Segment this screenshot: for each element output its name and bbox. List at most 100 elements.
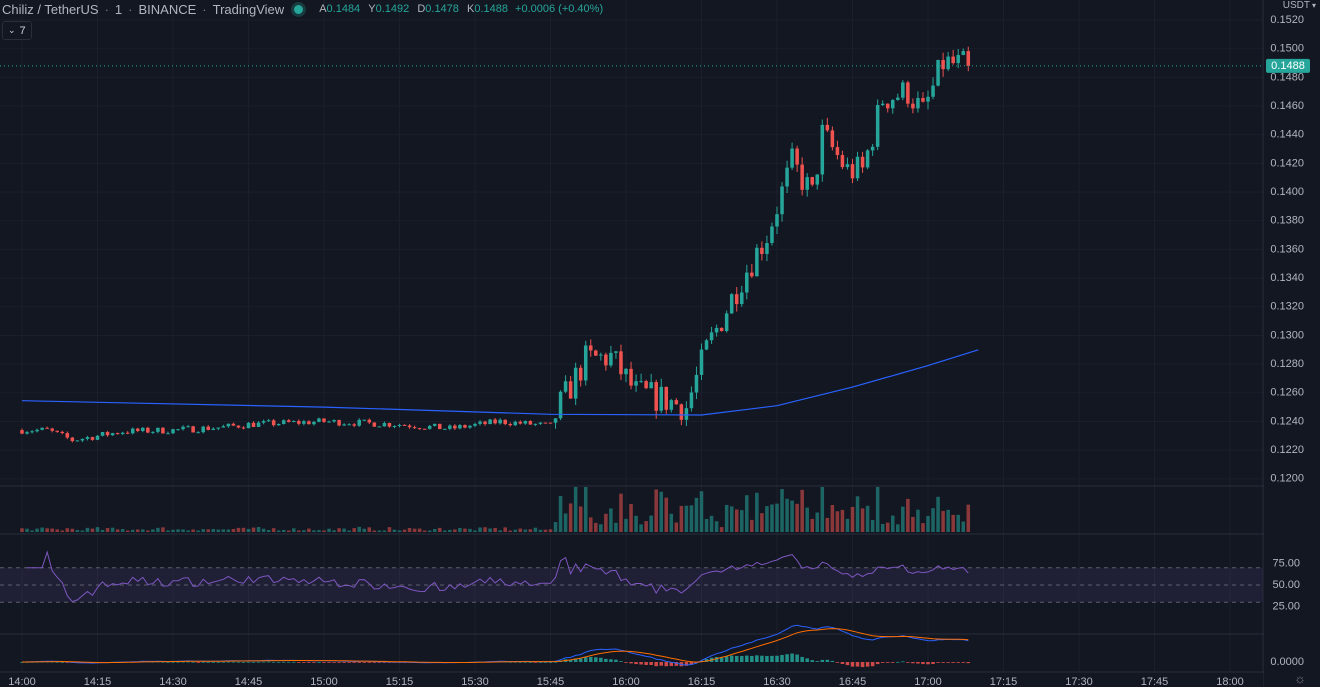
volume-bar	[594, 522, 598, 532]
volume-bar	[65, 528, 70, 532]
volume-bar	[407, 527, 412, 532]
open-value: 0.1484	[326, 3, 361, 15]
symbol-name[interactable]: Chiliz / TetherUS	[2, 1, 99, 17]
volume-bar	[951, 514, 955, 532]
candle-body	[412, 427, 417, 429]
candle-body	[694, 374, 699, 393]
volume-bar	[468, 528, 472, 532]
candle-body	[911, 103, 915, 109]
price-tick-label: 0.1220	[1270, 444, 1304, 456]
market-status-icon[interactable]	[294, 4, 304, 14]
volume-bar	[161, 527, 165, 532]
candle-body	[765, 243, 769, 255]
volume-bar	[281, 529, 286, 532]
candle-body	[297, 421, 301, 424]
candle-body	[151, 431, 155, 433]
price-tick-label: 0.1440	[1270, 129, 1304, 141]
volume-bar	[130, 529, 135, 532]
candle-body	[770, 226, 774, 244]
volume-bar	[448, 529, 452, 532]
candle-body	[820, 124, 825, 175]
volume-bar	[961, 521, 965, 532]
volume-pane	[20, 487, 971, 532]
candle-body	[488, 419, 492, 425]
currency-selector[interactable]: USDT ▾	[1283, 0, 1316, 11]
macd-histogram-bar	[211, 661, 216, 663]
time-tick-label: 14:15	[84, 676, 112, 687]
volume-bar	[755, 492, 759, 532]
candle-body	[644, 381, 648, 389]
price-tick-label: 0.1400	[1270, 186, 1304, 198]
volume-bar	[463, 528, 467, 532]
volume-bar	[402, 529, 407, 532]
candle-body	[573, 367, 578, 399]
macd-histogram-bar	[845, 662, 850, 666]
candle-body	[130, 428, 135, 434]
candle-body	[136, 428, 140, 431]
volume-bar	[392, 529, 397, 532]
candle-body	[100, 432, 105, 436]
volume-bar	[896, 524, 900, 532]
volume-bar	[367, 527, 372, 532]
candle-body	[186, 426, 190, 428]
candle-body	[176, 429, 180, 431]
candle-body	[30, 431, 34, 433]
candle-body	[171, 429, 175, 434]
volume-bar	[518, 528, 523, 532]
volume-bar	[80, 530, 85, 532]
volume-bar	[785, 498, 789, 532]
candle-body	[785, 167, 789, 187]
volume-bar	[589, 517, 593, 532]
macd-histogram-bar	[951, 662, 955, 663]
volume-bar	[483, 527, 487, 532]
volume-bar	[775, 503, 779, 532]
time-tick-label: 15:00	[310, 676, 338, 687]
candle-body	[191, 426, 195, 433]
volume-bar	[654, 489, 658, 532]
candle-body	[110, 433, 115, 436]
macd-histogram-bar	[347, 662, 351, 663]
volume-bar	[906, 498, 910, 532]
price-pane[interactable]	[20, 46, 971, 443]
volume-bar	[745, 495, 749, 532]
candle-body	[533, 423, 538, 425]
candle-body	[347, 424, 351, 426]
macd-histogram-bar	[161, 661, 165, 663]
volume-bar	[649, 515, 653, 532]
macd-histogram-bar	[669, 662, 674, 667]
macd-histogram-bar	[181, 661, 185, 663]
macd-histogram-bar	[750, 655, 754, 662]
candle-body	[528, 420, 533, 425]
macd-histogram-bar	[931, 662, 935, 665]
candle-body	[599, 354, 603, 356]
price-tick-label: 0.1340	[1270, 272, 1304, 284]
indicators-toggle-button[interactable]: ⌄ 7	[2, 21, 32, 40]
candle-body	[448, 425, 452, 429]
macd-histogram-bar	[830, 660, 835, 662]
time-tick-label: 16:30	[763, 676, 791, 687]
candle-body	[35, 429, 39, 432]
interval[interactable]: 1	[114, 1, 123, 17]
candle-body	[120, 432, 125, 434]
volume-bar	[578, 506, 583, 532]
gear-icon[interactable]: ☼	[1294, 671, 1306, 686]
volume-bar	[181, 529, 185, 532]
macd-histogram-bar	[820, 659, 825, 662]
volume-bar	[795, 503, 799, 532]
macd-histogram-bar	[302, 662, 306, 663]
macd-histogram-bar	[805, 658, 809, 662]
candle-body	[422, 428, 427, 430]
volume-bar	[417, 528, 422, 532]
candle-body	[478, 421, 482, 424]
macd-histogram-bar	[251, 661, 256, 663]
volume-bar	[186, 530, 190, 532]
macd-histogram-bar	[191, 661, 195, 663]
macd-histogram-bar	[770, 655, 774, 662]
candle-body	[850, 164, 855, 179]
candle-body	[750, 272, 754, 277]
candle-body	[805, 177, 809, 190]
candle-body	[825, 124, 830, 131]
macd-histogram-bar	[367, 662, 372, 663]
macd-histogram-bar	[961, 662, 965, 663]
